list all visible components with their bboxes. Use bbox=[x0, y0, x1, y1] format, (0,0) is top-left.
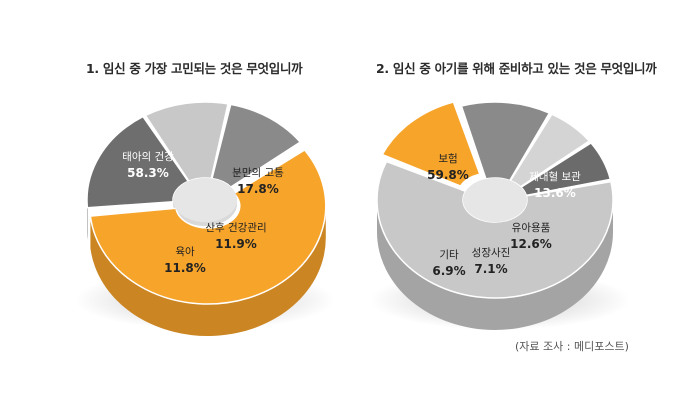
slice-value: 7.1% bbox=[474, 262, 507, 276]
slice-side bbox=[90, 205, 326, 336]
chart-2-donut: 보험 59.8% 제대혈 보관 13.6% 유아용품 12.6%성장사진 7.1% 기타 6.9… bbox=[376, 101, 614, 330]
chart-1-donut: 태아의 건강 58.3% 분만의 고통 17.8% 산후 건강관리 11.9% 육아 11.8… bbox=[86, 101, 327, 336]
chart-1-title: 1. 임신 중 가장 고민되는 것은 무엇입니까 bbox=[86, 61, 303, 76]
slice-label: 산후 건강관리 bbox=[205, 222, 266, 234]
slice-label: 분만의 고통 bbox=[232, 167, 284, 179]
slice-label: 보험 bbox=[438, 153, 457, 165]
slice-value: 11.9% bbox=[215, 237, 257, 251]
slice-label: 제대혈 보관 bbox=[529, 170, 581, 183]
slice-value: 11.8% bbox=[164, 261, 206, 275]
donut-hole-top bbox=[173, 178, 237, 222]
slice-label: 성장사진 bbox=[472, 247, 511, 259]
slice bbox=[381, 101, 481, 188]
chart-2-title: 2. 임신 중 아기를 위해 준비하고 있는 것은 무엇입니까 bbox=[376, 61, 657, 76]
slice-side bbox=[377, 200, 613, 330]
slice-value: 6.9% bbox=[432, 264, 465, 278]
slice-label: 태아의 건강 bbox=[122, 151, 174, 163]
slice-label: 기타 bbox=[439, 249, 459, 261]
slice-value: 59.8% bbox=[427, 168, 469, 182]
slice-value: 12.6% bbox=[510, 237, 552, 251]
slice-label: 육아 bbox=[175, 246, 195, 258]
donut-hole-top bbox=[463, 178, 527, 222]
slice bbox=[89, 149, 327, 305]
slice-label: 유아용품 bbox=[512, 222, 551, 234]
source-note: (자료 조사 : 메디포스트) bbox=[515, 340, 629, 353]
slice-value: 58.3% bbox=[127, 166, 169, 180]
slice-value: 17.8% bbox=[237, 182, 279, 196]
slice-value: 13.6% bbox=[534, 186, 576, 200]
